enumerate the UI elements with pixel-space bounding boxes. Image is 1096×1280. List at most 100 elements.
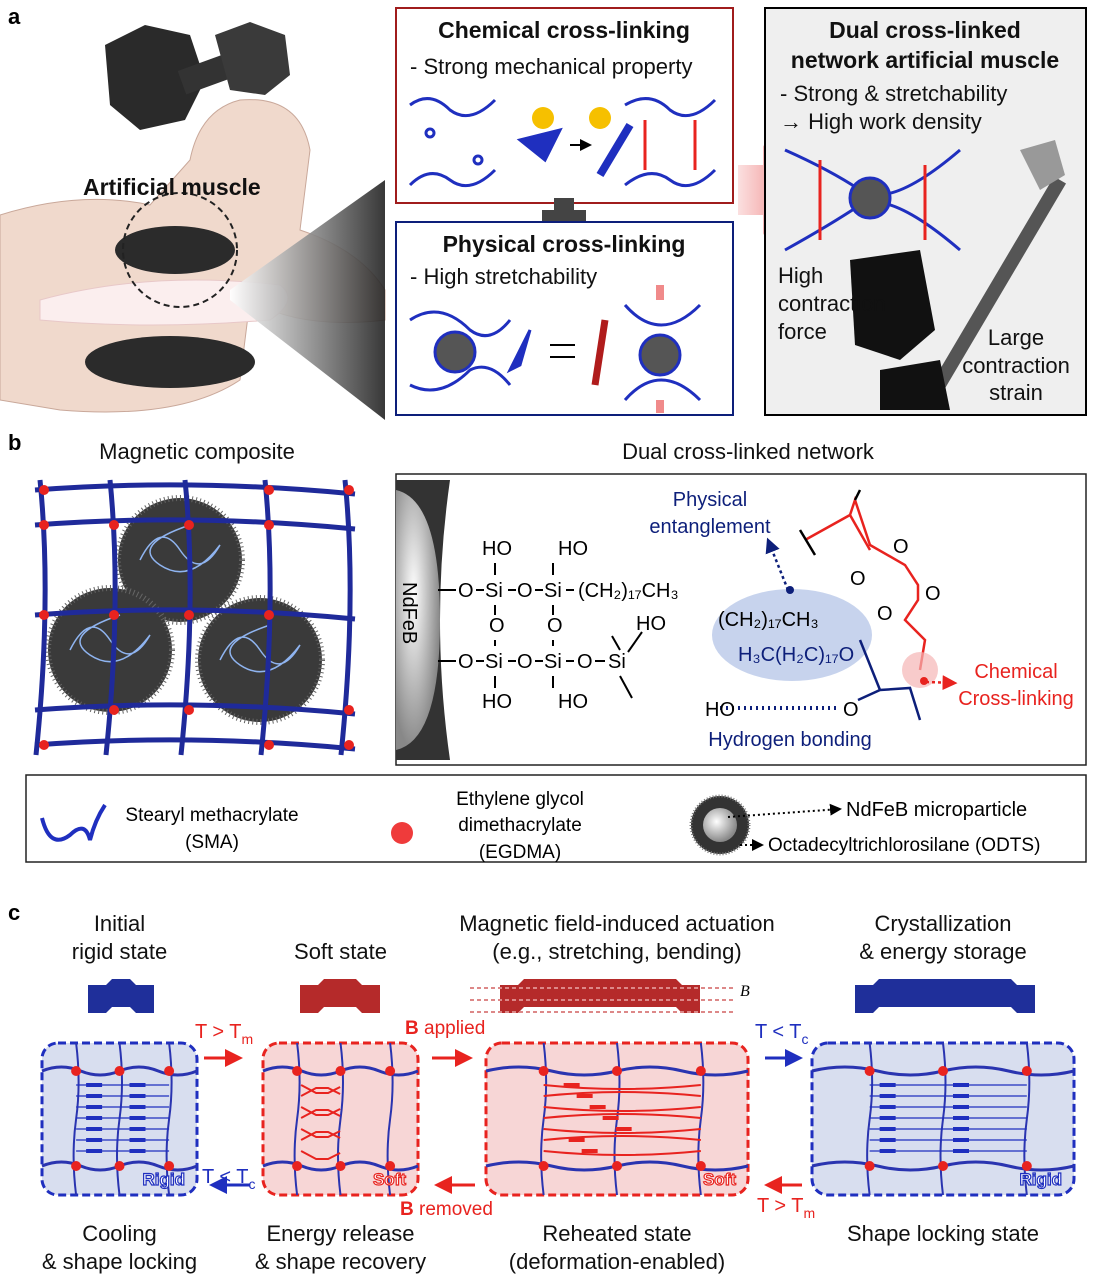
side-chain bbox=[300, 1087, 341, 1097]
b-removed-label: B removed bbox=[400, 1199, 493, 1220]
ndfeb-label: NdFeB bbox=[398, 582, 420, 644]
atom: Si bbox=[544, 580, 562, 602]
chemical-crosslink-schematic bbox=[408, 97, 717, 188]
crystallite bbox=[86, 1083, 103, 1087]
state-tag: Rigid bbox=[1020, 1170, 1063, 1189]
crystallite bbox=[953, 1094, 969, 1098]
atom: O bbox=[517, 580, 533, 602]
crystallite bbox=[129, 1127, 146, 1131]
bond bbox=[611, 631, 643, 699]
dogbone-sample-icon bbox=[500, 979, 700, 1013]
state-title-line-2: Soft state bbox=[294, 939, 387, 964]
crystallite bbox=[879, 1149, 896, 1153]
heat-condition-label: T > Tm bbox=[195, 1021, 253, 1047]
state-tag: Rigid bbox=[143, 1170, 186, 1189]
crystallite bbox=[953, 1149, 969, 1153]
crosslink-dot bbox=[184, 610, 194, 620]
atom: Si bbox=[485, 580, 503, 602]
legend-ndfeb: NdFeB microparticle bbox=[846, 799, 1027, 821]
crosslink-dot bbox=[292, 1066, 303, 1076]
chemical-subtitle: - Strong mechanical property bbox=[410, 54, 692, 79]
lattice-strand bbox=[34, 517, 356, 532]
crystallite bbox=[953, 1138, 969, 1142]
crosslink-dot bbox=[344, 705, 354, 715]
crosslink-dot bbox=[39, 610, 49, 620]
crosslink-dot bbox=[109, 520, 119, 530]
state-title-line-2: rigid state bbox=[72, 939, 167, 964]
state-caption-line-1: Energy release bbox=[267, 1221, 415, 1246]
crosslink-dot bbox=[344, 740, 354, 750]
crystallite bbox=[879, 1138, 896, 1142]
ester-o-1: O bbox=[893, 536, 909, 558]
particle-cluster bbox=[45, 585, 175, 715]
force-label-1: High bbox=[778, 263, 823, 288]
panel-label-a: a bbox=[8, 4, 21, 29]
crystallite bbox=[879, 1094, 896, 1098]
atom: O bbox=[547, 615, 563, 637]
chemical-crosslinking-box bbox=[395, 7, 734, 204]
crosslink-dot bbox=[71, 1066, 82, 1076]
bond bbox=[494, 563, 554, 688]
particle-cluster bbox=[115, 495, 245, 625]
lattice-strand bbox=[34, 607, 356, 622]
carbonyl-o-2: O bbox=[877, 603, 893, 625]
side-chain-segment bbox=[563, 1083, 580, 1087]
crosslink-chain bbox=[293, 1042, 301, 1196]
crystallite bbox=[129, 1149, 146, 1153]
side-chain-segment bbox=[576, 1094, 593, 1098]
crystallite bbox=[86, 1094, 103, 1098]
crystallite bbox=[129, 1094, 146, 1098]
crosslink-dot bbox=[164, 1066, 175, 1076]
legend-odts: Octadecyltrichlorosilane (ODTS) bbox=[768, 835, 1040, 856]
crosslink-dot bbox=[264, 610, 274, 620]
side-chain bbox=[543, 1150, 701, 1156]
lattice-strand bbox=[33, 479, 48, 756]
strain-label-1: Large bbox=[988, 325, 1044, 350]
side-chain-segment bbox=[581, 1149, 598, 1153]
crosslink-dot bbox=[538, 1161, 549, 1171]
methacrylate-structure bbox=[720, 489, 958, 721]
state-caption-line-2: (deformation-enabled) bbox=[509, 1249, 725, 1274]
crosslink-dot bbox=[695, 1161, 706, 1171]
side-chain bbox=[543, 1084, 701, 1090]
crosslink-dot bbox=[864, 1161, 875, 1171]
crystallite bbox=[86, 1149, 103, 1153]
crosslink-dot bbox=[335, 1161, 346, 1171]
side-chain-segment bbox=[568, 1138, 585, 1142]
state-4: Crystallization & energy storage Shape loc… bbox=[810, 911, 1076, 1246]
side-chain bbox=[300, 1109, 341, 1119]
dual-title-1: Dual cross-linked bbox=[829, 17, 1021, 43]
crystallite bbox=[953, 1116, 969, 1120]
carbonyl-o-3: O bbox=[843, 699, 859, 721]
panel-label-b: b bbox=[8, 430, 21, 455]
sma-chain-icon bbox=[40, 803, 107, 842]
lattice-strand bbox=[34, 702, 356, 717]
atom: Si bbox=[485, 651, 503, 673]
crystallite bbox=[879, 1116, 896, 1120]
crosslink-dot bbox=[864, 1066, 875, 1076]
strain-label-3: strain bbox=[989, 380, 1043, 405]
legend-sma-1: Stearyl methacrylate bbox=[125, 805, 298, 826]
legend-sma-2: (SMA) bbox=[185, 832, 239, 853]
state-caption-line-1: Shape locking state bbox=[847, 1221, 1039, 1246]
ndfeb-particle-icon bbox=[689, 794, 842, 856]
crosslink-dot bbox=[264, 740, 274, 750]
hydroxyl-ho: HO bbox=[705, 699, 735, 721]
side-chain bbox=[300, 1150, 341, 1160]
crosslink-dot bbox=[39, 485, 49, 495]
hydroxyl: HO bbox=[558, 538, 588, 560]
crystallite bbox=[129, 1083, 146, 1087]
cool-back-label: T < Tc bbox=[202, 1166, 256, 1192]
crosslink-dot bbox=[71, 1161, 82, 1171]
crosslink-dot bbox=[344, 485, 354, 495]
crosslink-dot bbox=[109, 705, 119, 715]
state-2: Soft state Energy release & shape recovery… bbox=[255, 939, 426, 1274]
heat-back-label: T > Tm bbox=[757, 1195, 815, 1221]
state-caption-line-1: Cooling bbox=[82, 1221, 157, 1246]
crystallite bbox=[879, 1105, 896, 1109]
side-chain bbox=[300, 1131, 341, 1141]
crosslink-chain bbox=[939, 1042, 947, 1196]
crosslink-dot bbox=[538, 1066, 549, 1076]
